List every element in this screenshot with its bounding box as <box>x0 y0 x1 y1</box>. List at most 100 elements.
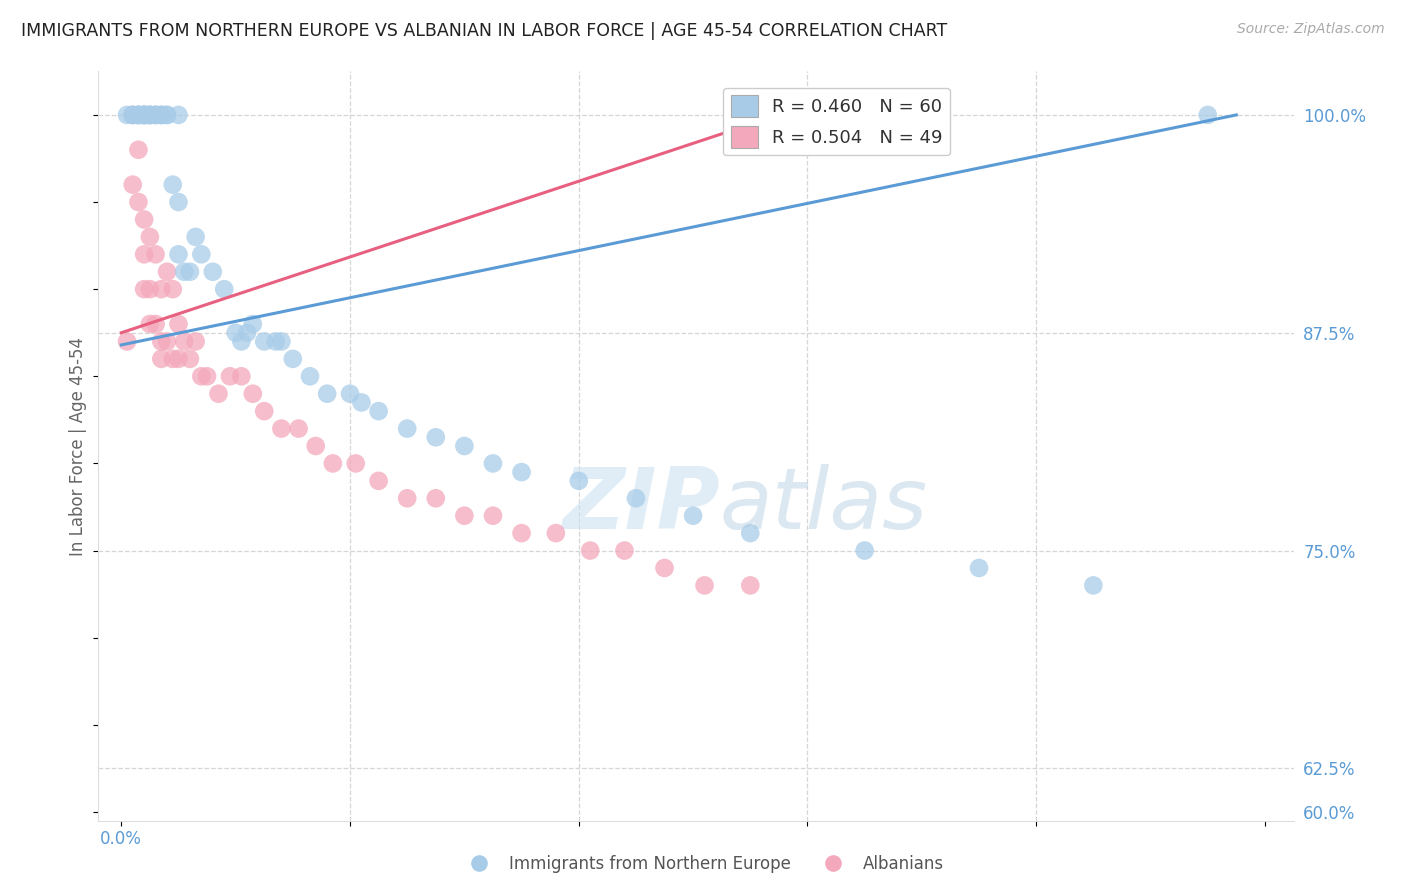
Point <box>173 334 195 349</box>
Legend: Immigrants from Northern Europe, Albanians: Immigrants from Northern Europe, Albania… <box>456 848 950 880</box>
Point <box>967 561 990 575</box>
Text: atlas: atlas <box>720 465 928 548</box>
Point <box>253 404 276 418</box>
Point <box>322 457 344 471</box>
Point <box>212 282 235 296</box>
Point <box>287 421 309 435</box>
Point <box>305 439 328 453</box>
Point <box>127 195 149 210</box>
Point <box>339 386 361 401</box>
Point <box>145 108 167 122</box>
Point <box>231 334 253 349</box>
Point <box>145 108 167 122</box>
Point <box>453 508 475 523</box>
Point <box>139 108 162 122</box>
Point <box>298 369 321 384</box>
Point <box>544 526 567 541</box>
Point <box>156 108 179 122</box>
Point <box>270 334 292 349</box>
Point <box>1083 578 1105 592</box>
Point <box>134 247 156 261</box>
Point <box>167 317 190 331</box>
Point <box>184 230 207 244</box>
Point <box>139 230 162 244</box>
Point <box>150 108 173 122</box>
Point <box>510 465 533 479</box>
Point <box>613 543 636 558</box>
Point <box>425 430 447 444</box>
Point <box>579 543 602 558</box>
Point <box>207 386 229 401</box>
Point <box>425 491 447 506</box>
Point <box>1197 108 1219 122</box>
Point <box>139 282 162 296</box>
Point <box>167 351 190 366</box>
Point <box>179 265 201 279</box>
Point <box>167 195 190 210</box>
Point <box>201 265 224 279</box>
Point <box>184 334 207 349</box>
Point <box>139 108 162 122</box>
Point <box>150 108 173 122</box>
Point <box>482 508 505 523</box>
Y-axis label: In Labor Force | Age 45-54: In Labor Force | Age 45-54 <box>69 336 87 556</box>
Point <box>219 369 242 384</box>
Point <box>316 386 339 401</box>
Point <box>693 578 716 592</box>
Point <box>127 108 149 122</box>
Point <box>682 508 704 523</box>
Point <box>156 265 179 279</box>
Point <box>482 457 505 471</box>
Point <box>139 108 162 122</box>
Text: Source: ZipAtlas.com: Source: ZipAtlas.com <box>1237 22 1385 37</box>
Point <box>344 457 367 471</box>
Point <box>139 108 162 122</box>
Point <box>115 334 138 349</box>
Point <box>145 247 167 261</box>
Point <box>190 369 212 384</box>
Point <box>134 108 156 122</box>
Point <box>396 421 419 435</box>
Point <box>568 474 591 488</box>
Point <box>264 334 287 349</box>
Point <box>162 282 184 296</box>
Point <box>156 334 179 349</box>
Legend: R = 0.460   N = 60, R = 0.504   N = 49: R = 0.460 N = 60, R = 0.504 N = 49 <box>724 88 950 155</box>
Point <box>740 526 762 541</box>
Point <box>150 282 173 296</box>
Point <box>173 265 195 279</box>
Point <box>242 317 264 331</box>
Point <box>367 474 389 488</box>
Point <box>121 108 143 122</box>
Point <box>853 543 876 558</box>
Point <box>281 351 304 366</box>
Point <box>740 578 762 592</box>
Point <box>367 404 389 418</box>
Point <box>150 108 173 122</box>
Point <box>270 421 292 435</box>
Point <box>624 491 647 506</box>
Point <box>134 282 156 296</box>
Point <box>236 326 259 340</box>
Point <box>190 247 212 261</box>
Point <box>127 108 149 122</box>
Point <box>162 178 184 192</box>
Point <box>195 369 218 384</box>
Point <box>134 108 156 122</box>
Point <box>167 108 190 122</box>
Point <box>121 108 143 122</box>
Text: IMMIGRANTS FROM NORTHERN EUROPE VS ALBANIAN IN LABOR FORCE | AGE 45-54 CORRELATI: IMMIGRANTS FROM NORTHERN EUROPE VS ALBAN… <box>21 22 948 40</box>
Point <box>134 108 156 122</box>
Point <box>150 351 173 366</box>
Point <box>134 212 156 227</box>
Point <box>139 317 162 331</box>
Point <box>150 334 173 349</box>
Point <box>167 247 190 261</box>
Point <box>145 108 167 122</box>
Point <box>121 178 143 192</box>
Point <box>231 369 253 384</box>
Point <box>179 351 201 366</box>
Point <box>253 334 276 349</box>
Point <box>654 561 676 575</box>
Point <box>396 491 419 506</box>
